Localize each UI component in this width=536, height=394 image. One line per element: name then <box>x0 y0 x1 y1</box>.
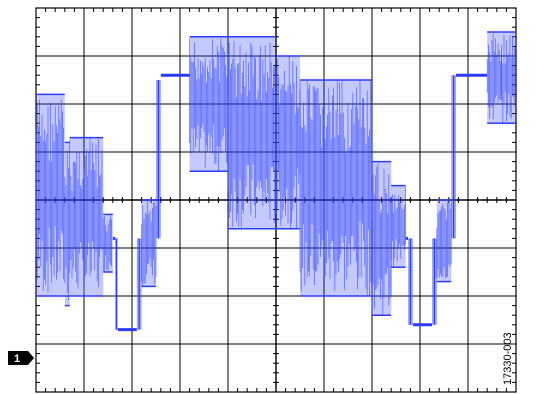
trace-band-strokes <box>189 38 229 171</box>
trace-band-strokes <box>69 138 103 295</box>
trace-band-strokes <box>35 99 64 293</box>
channel-1-marker: 1 <box>8 351 34 365</box>
trace-band-strokes <box>390 186 406 268</box>
trace-band-strokes <box>436 202 452 279</box>
trace-band-strokes <box>227 40 277 227</box>
trace-band-strokes <box>141 200 157 287</box>
trace-band-strokes <box>501 35 516 123</box>
trace-band-strokes <box>486 34 502 120</box>
trace-band-strokes <box>102 215 112 272</box>
trace-band-strokes <box>299 80 373 296</box>
figure-id-label: 17330-003 <box>502 332 514 385</box>
signal-trace <box>35 31 516 332</box>
trace-band-strokes <box>64 150 69 301</box>
trace-band-strokes <box>275 56 301 229</box>
channel-marker-arrow <box>8 351 34 365</box>
trace-band-strokes <box>371 162 392 315</box>
channel-marker-label: 1 <box>14 353 20 365</box>
